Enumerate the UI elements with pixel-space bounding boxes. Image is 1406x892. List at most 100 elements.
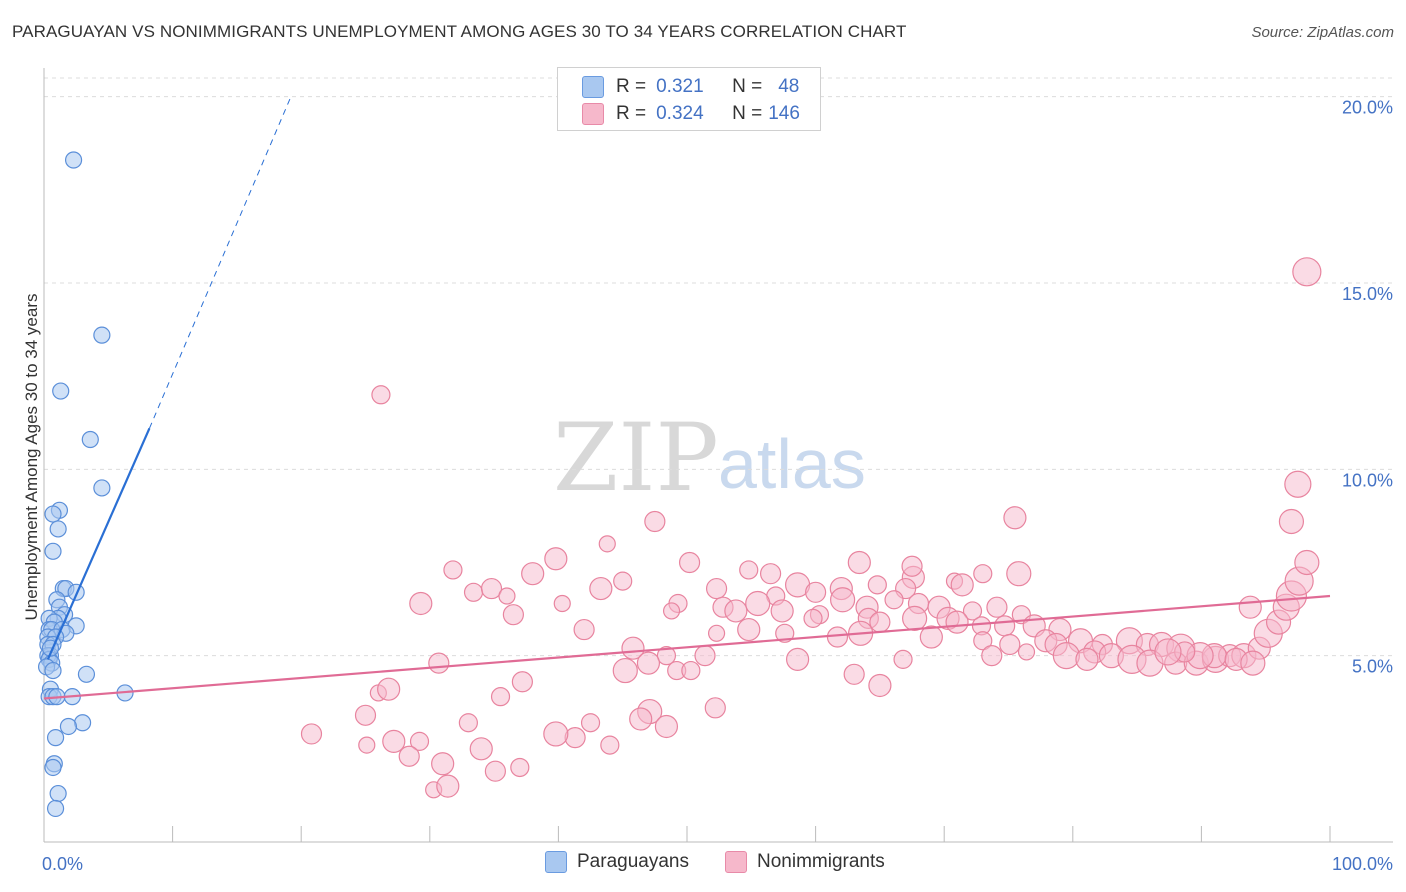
data-point — [371, 385, 391, 405]
axis-labels: 5.0% 10.0% 15.0% 20.0% 0.0% 100.0% Unemploymen… — [22, 98, 1393, 874]
data-point — [644, 510, 666, 533]
data-point — [443, 560, 463, 580]
data-point — [46, 729, 65, 747]
data-point — [44, 505, 62, 523]
legend-r-value: 0.321 — [656, 76, 704, 97]
data-point — [1284, 470, 1312, 498]
legend-r-value: 0.324 — [656, 103, 704, 124]
data-point — [981, 645, 1003, 667]
data-point — [654, 714, 679, 739]
series-paraguayans — [37, 151, 134, 818]
y-tick-label: 10.0% — [1342, 470, 1393, 490]
data-series — [37, 151, 1322, 818]
data-point — [498, 587, 516, 605]
data-point — [59, 717, 78, 736]
data-point — [510, 757, 530, 778]
data-point — [893, 649, 913, 669]
data-point — [49, 520, 67, 538]
data-point — [49, 784, 67, 803]
trend-extension-paraguayans — [148, 96, 292, 429]
data-point — [804, 581, 827, 603]
source-attribution: Source: ZipAtlas.com — [1251, 24, 1394, 41]
data-point — [458, 713, 478, 733]
data-point — [377, 677, 401, 701]
data-point — [826, 626, 849, 648]
legend-r-label: R = — [616, 103, 647, 124]
y-tick-label: 20.0% — [1342, 98, 1393, 118]
legend-swatch-nonimmigrants — [582, 103, 604, 125]
data-point — [436, 774, 460, 798]
data-point — [613, 571, 633, 591]
data-point — [398, 745, 420, 767]
data-point — [868, 673, 892, 698]
data-point — [64, 151, 83, 169]
bottom-legend-nonimmigrants: Nonimmigrants — [725, 851, 885, 873]
data-point — [382, 729, 406, 753]
data-point — [300, 723, 323, 745]
data-point — [962, 601, 983, 621]
data-point — [678, 551, 701, 574]
bottom-legend-paraguayans: Paraguayans — [545, 851, 689, 873]
bottom-legend-label: Paraguayans — [577, 851, 689, 872]
data-point — [770, 599, 794, 623]
data-point — [785, 647, 810, 671]
chart-title: PARAGUAYAN VS NONIMMIGRANTS UNEMPLOYMENT… — [12, 22, 907, 41]
bottom-legend-swatch-nonimmigrants — [725, 851, 747, 873]
data-point — [1052, 642, 1080, 670]
data-point — [480, 577, 503, 600]
bottom-legend-swatch-paraguayans — [545, 851, 567, 873]
data-point — [81, 430, 99, 449]
data-point — [919, 625, 943, 649]
y-tick-label: 5.0% — [1352, 657, 1393, 677]
watermark: ZIP atlas — [553, 404, 866, 513]
y-axis-title: Unemployment Among Ages 30 to 34 years — [22, 294, 41, 621]
data-point — [629, 707, 653, 731]
data-point — [600, 735, 620, 755]
data-point — [409, 591, 433, 616]
data-point — [1006, 561, 1032, 587]
data-point — [77, 665, 96, 683]
bottom-legend-label: Nonimmigrants — [757, 851, 885, 872]
data-point — [681, 660, 701, 681]
data-point — [901, 555, 923, 577]
data-point — [1238, 595, 1262, 619]
data-point — [1075, 647, 1099, 671]
data-point — [973, 564, 993, 584]
data-point — [1154, 638, 1182, 666]
data-point — [884, 590, 904, 610]
data-point — [93, 326, 111, 344]
data-point — [830, 587, 856, 613]
series-nonimmigrants — [300, 257, 1322, 799]
data-point — [869, 611, 891, 633]
data-point — [724, 599, 748, 623]
data-point — [612, 657, 638, 684]
data-point — [636, 651, 661, 675]
data-point — [705, 577, 728, 600]
gridlines — [44, 77, 1393, 657]
data-point — [484, 760, 506, 782]
correlation-legend: R = 0.321 N = 48 R = 0.324 N = 146 — [557, 67, 821, 131]
x-tick-label: 100.0% — [1332, 854, 1393, 874]
data-point — [409, 731, 430, 751]
data-point — [621, 636, 645, 660]
data-point — [544, 547, 568, 571]
data-point — [759, 563, 782, 585]
data-point — [598, 535, 616, 553]
data-point — [999, 633, 1021, 656]
data-point — [973, 631, 993, 651]
data-point — [580, 713, 601, 733]
data-point — [428, 652, 450, 674]
data-point — [694, 645, 716, 667]
data-point — [662, 602, 681, 620]
data-point — [46, 799, 65, 818]
data-point — [511, 671, 533, 693]
watermark-atlas: atlas — [718, 425, 866, 503]
data-point — [589, 576, 613, 601]
data-point — [67, 583, 85, 601]
data-point — [986, 596, 1008, 618]
legend-r-label: R = — [616, 76, 647, 97]
data-point — [463, 582, 484, 602]
data-point — [44, 661, 62, 680]
data-point — [1240, 650, 1266, 676]
data-point — [44, 542, 62, 560]
